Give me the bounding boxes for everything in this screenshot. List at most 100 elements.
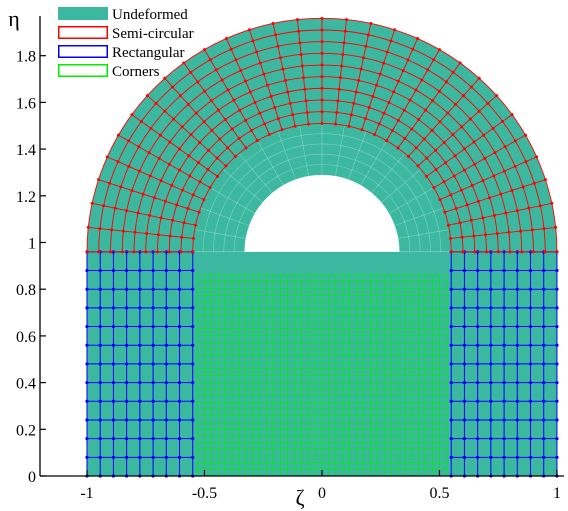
semi-circular-mesh-node [510, 113, 514, 117]
semi-circular-mesh-node [495, 94, 499, 98]
rectangular-mesh-node [151, 287, 155, 291]
rectangular-mesh-node [191, 362, 195, 366]
semi-circular-mesh-line [408, 78, 480, 157]
semi-circular-mesh [85, 16, 559, 254]
semi-circular-mesh-node [451, 133, 455, 137]
semi-circular-mesh-node [432, 186, 436, 190]
semi-circular-mesh-node [520, 250, 524, 254]
semi-circular-mesh-node [271, 21, 275, 25]
semi-circular-mesh-line [348, 23, 372, 127]
semi-circular-mesh-node [304, 99, 308, 103]
undeformed-grid-line [348, 131, 367, 180]
semi-circular-mesh-node [320, 86, 324, 90]
rectangular-mesh-node [542, 455, 546, 459]
rectangular-mesh-node [528, 437, 533, 441]
semi-circular-mesh-node [454, 207, 458, 211]
semi-circular-mesh-node [226, 146, 230, 150]
rectangular-mesh-node [515, 306, 519, 310]
undeformed-grid-line [257, 140, 284, 186]
rectangular-mesh-node [177, 362, 182, 366]
semi-circular-mesh-node [538, 204, 542, 208]
rectangular-mesh-node [191, 268, 195, 273]
rectangular-mesh-node [502, 306, 506, 310]
semi-circular-mesh-node [472, 234, 476, 238]
semi-circular-mesh-node [410, 127, 414, 131]
undeformed-grid-line [277, 131, 296, 180]
rectangular-mesh-node [125, 268, 129, 273]
semi-circular-mesh-node [194, 111, 198, 115]
semi-circular-mesh-node [504, 211, 508, 215]
semi-circular-mesh-node [138, 169, 142, 173]
semi-circular-mesh-node [406, 58, 410, 62]
rectangular-mesh-node [138, 287, 142, 291]
semi-circular-mesh-node [167, 162, 171, 166]
semi-circular-mesh-node [377, 122, 381, 126]
semi-circular-mesh-node [320, 75, 324, 79]
y-tick-label: 0.2 [16, 422, 36, 439]
semi-circular-mesh-node [532, 181, 536, 185]
semi-circular-mesh-node [432, 58, 436, 62]
semi-circular-mesh-node [349, 113, 353, 117]
semi-circular-mesh-node [411, 47, 415, 51]
semi-circular-mesh-node [396, 146, 400, 150]
semi-circular-mesh-node [484, 233, 488, 237]
semi-circular-mesh-node [214, 68, 218, 72]
rectangular-mesh-node [164, 306, 168, 310]
semi-circular-mesh-node [491, 126, 495, 130]
semi-circular-mesh-node [442, 140, 446, 144]
rectangular-mesh-node [462, 324, 467, 329]
semi-circular-mesh-node [469, 85, 473, 89]
rectangular-mesh-node [515, 418, 519, 422]
semi-circular-mesh-node [535, 155, 539, 159]
rectangular-mesh-node [98, 437, 102, 441]
semi-circular-mesh-node [488, 196, 492, 200]
semi-circular-mesh-node [320, 51, 324, 55]
semi-circular-mesh-node [194, 223, 198, 227]
rectangular-mesh-node [502, 380, 506, 385]
rectangular-mesh-node [542, 418, 546, 422]
rectangular-mesh-node [164, 455, 168, 459]
semi-circular-mesh-node [543, 250, 547, 254]
undeformed-grid-line [381, 169, 422, 203]
rectangular-mesh-node [476, 287, 480, 291]
semi-circular-mesh-line [361, 29, 396, 130]
rectangular-mesh-node [515, 437, 519, 441]
rectangular-mesh-node [462, 380, 467, 385]
rectangular-mesh-node [85, 418, 89, 422]
semi-circular-mesh-node [182, 221, 186, 225]
semi-circular-mesh-node [244, 146, 248, 150]
semi-circular-mesh-node [306, 122, 310, 126]
rectangular-mesh-node [502, 287, 506, 291]
rectangular-mesh-node [151, 306, 155, 310]
rectangular-mesh-node [449, 324, 453, 329]
semi-circular-mesh-node [206, 148, 210, 152]
rectangular-mesh-node [489, 380, 493, 385]
rectangular-mesh-node [177, 343, 182, 347]
rectangular-mesh-node [85, 306, 89, 310]
rectangular-mesh-node [515, 362, 519, 366]
semi-circular-mesh-node [519, 229, 523, 233]
semi-circular-mesh-node [96, 178, 100, 182]
semi-circular-mesh-node [341, 52, 345, 56]
semi-circular-mesh-node [461, 94, 465, 98]
rectangular-mesh-node [528, 306, 533, 310]
semi-circular-mesh-node [401, 69, 405, 73]
undeformed-grid-line [194, 229, 246, 239]
semi-circular-mesh-node [223, 118, 227, 122]
rectangular-mesh-node [502, 268, 506, 273]
semi-circular-mesh-node [360, 128, 364, 132]
semi-circular-mesh-node [175, 203, 179, 207]
rectangular-mesh-node [125, 306, 129, 310]
semi-circular-mesh-line [183, 62, 247, 149]
rectangular-mesh-node [462, 287, 467, 291]
semi-circular-mesh-node [288, 101, 292, 105]
rectangular-mesh-node [542, 362, 546, 366]
legend-label: Corners [112, 64, 160, 80]
y-tick-label: 0 [28, 469, 36, 486]
semi-circular-mesh-node [178, 168, 182, 172]
semi-circular-mesh-node [426, 68, 430, 72]
rectangular-mesh-node [111, 455, 116, 459]
semi-circular-mesh-node [276, 44, 280, 48]
semi-circular-mesh-line [92, 202, 196, 226]
semi-circular-mesh-node [469, 218, 473, 222]
